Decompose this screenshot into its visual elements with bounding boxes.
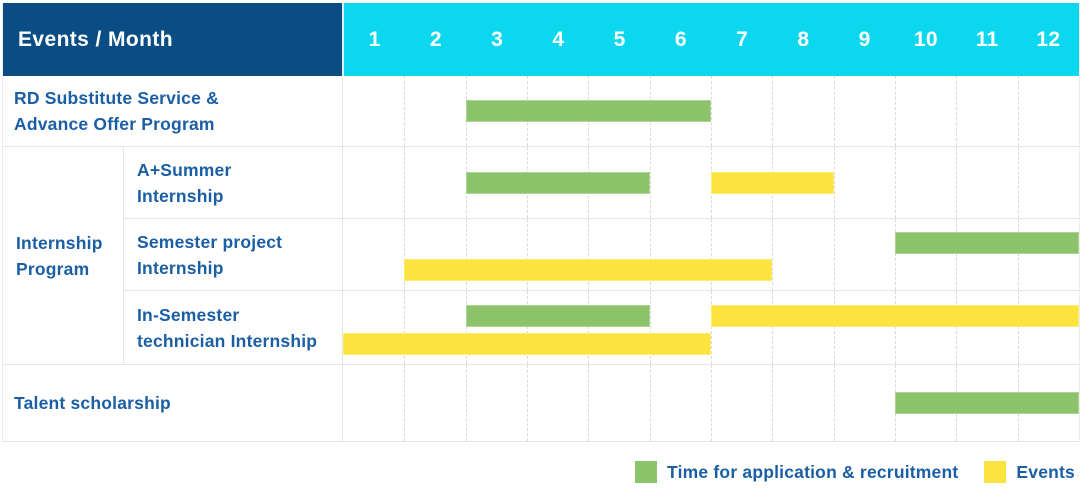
legend-label-events: Events	[1016, 461, 1075, 482]
row-label-a-plus-summer-internship: A+Summer Internship	[124, 147, 342, 219]
month-header-6: 6	[674, 27, 687, 51]
gantt-bar-events	[711, 304, 1079, 327]
month-gridline	[404, 219, 406, 290]
month-gridline	[956, 147, 958, 218]
month-gridline	[711, 365, 712, 441]
month-header-12: 12	[1036, 27, 1061, 51]
month-gridline	[404, 147, 406, 218]
month-gridline	[833, 76, 835, 146]
month-header-9: 9	[858, 27, 871, 51]
month-gridline	[465, 365, 467, 441]
chart-row-semester-project-internship	[342, 219, 1079, 291]
month-gridline	[1017, 291, 1019, 364]
month-gridline	[895, 147, 896, 218]
month-header-7: 7	[736, 27, 749, 51]
month-gridline	[711, 76, 712, 146]
month-gridline	[1017, 219, 1019, 290]
chart-row-rd-substitute-service	[342, 76, 1079, 147]
month-header-3: 3	[491, 27, 504, 51]
month-gridline	[833, 219, 835, 290]
row-label-talent-scholarship: Talent scholarship	[3, 365, 342, 442]
legend: Time for application & recruitment Event…	[635, 461, 1075, 483]
legend-swatch-events-icon	[984, 461, 1007, 483]
month-gridline	[527, 219, 528, 290]
gantt-table: Events / Month 1 2 3 4 5 6 7 8 9 10 11 12 RD Substi…	[3, 3, 1079, 442]
table-header-title: Events / Month	[3, 3, 342, 76]
month-gridline	[404, 76, 406, 146]
legend-swatch-recruitment-icon	[635, 461, 658, 483]
month-gridline	[711, 291, 712, 364]
gantt-bar-events	[711, 171, 834, 194]
month-gridline	[772, 291, 774, 364]
month-gridline	[956, 76, 958, 146]
month-header-8: 8	[797, 27, 810, 51]
month-gridline	[833, 147, 835, 218]
month-gridline	[649, 147, 651, 218]
gantt-bar-recruitment	[465, 171, 650, 194]
gantt-bar-events	[343, 332, 711, 355]
month-gridline	[895, 76, 896, 146]
gantt-bar-recruitment	[465, 304, 650, 327]
month-gridline	[527, 291, 528, 364]
month-gridline	[956, 219, 958, 290]
chart-row-in-semester-technician-internship	[342, 291, 1079, 365]
month-gridline	[404, 291, 406, 364]
month-gridline	[772, 365, 774, 441]
month-header-1: 1	[368, 27, 381, 51]
gantt-bar-recruitment	[895, 392, 1079, 414]
month-gridline	[833, 365, 835, 441]
gantt-bar-recruitment	[895, 232, 1079, 255]
month-header-4: 4	[552, 27, 565, 51]
month-gridline	[1017, 147, 1019, 218]
row-label-semester-project-internship: Semester project Internship	[124, 219, 342, 291]
month-gridline	[772, 219, 774, 290]
row-label-rd-substitute-service: RD Substitute Service & Advance Offer Pr…	[3, 76, 342, 147]
month-gridline	[649, 365, 651, 441]
month-header-10: 10	[913, 27, 938, 51]
month-gridline	[895, 291, 896, 364]
month-gridline	[772, 76, 774, 146]
month-gridline	[833, 291, 835, 364]
month-gridline	[465, 219, 467, 290]
month-header-2: 2	[429, 27, 442, 51]
month-gridline	[588, 219, 590, 290]
gantt-bar-recruitment	[465, 100, 711, 122]
legend-item-events: Events	[984, 461, 1075, 483]
month-gridline	[649, 219, 651, 290]
month-gridline	[527, 365, 528, 441]
month-gridline	[1017, 76, 1019, 146]
month-gridline	[711, 219, 712, 290]
gantt-bar-events	[404, 259, 773, 282]
legend-item-recruitment: Time for application & recruitment	[635, 461, 958, 483]
month-gridline	[465, 291, 467, 364]
chart-row-talent-scholarship	[342, 365, 1079, 442]
month-gridline	[649, 291, 651, 364]
row-label-in-semester-technician-internship: In-Semester technician Internship	[124, 291, 342, 365]
month-gridline	[588, 291, 590, 364]
month-header-row: 1 2 3 4 5 6 7 8 9 10 11 12	[342, 3, 1079, 76]
month-header-5: 5	[613, 27, 626, 51]
month-gridline	[588, 365, 590, 441]
group-label-internship-program: Internship Program	[3, 147, 124, 365]
month-header-11: 11	[975, 27, 999, 51]
month-gridline	[404, 365, 406, 441]
legend-label-recruitment: Time for application & recruitment	[667, 461, 959, 482]
chart-row-a-plus-summer-internship	[342, 147, 1079, 219]
month-gridline	[956, 291, 958, 364]
month-gridline	[895, 219, 896, 290]
